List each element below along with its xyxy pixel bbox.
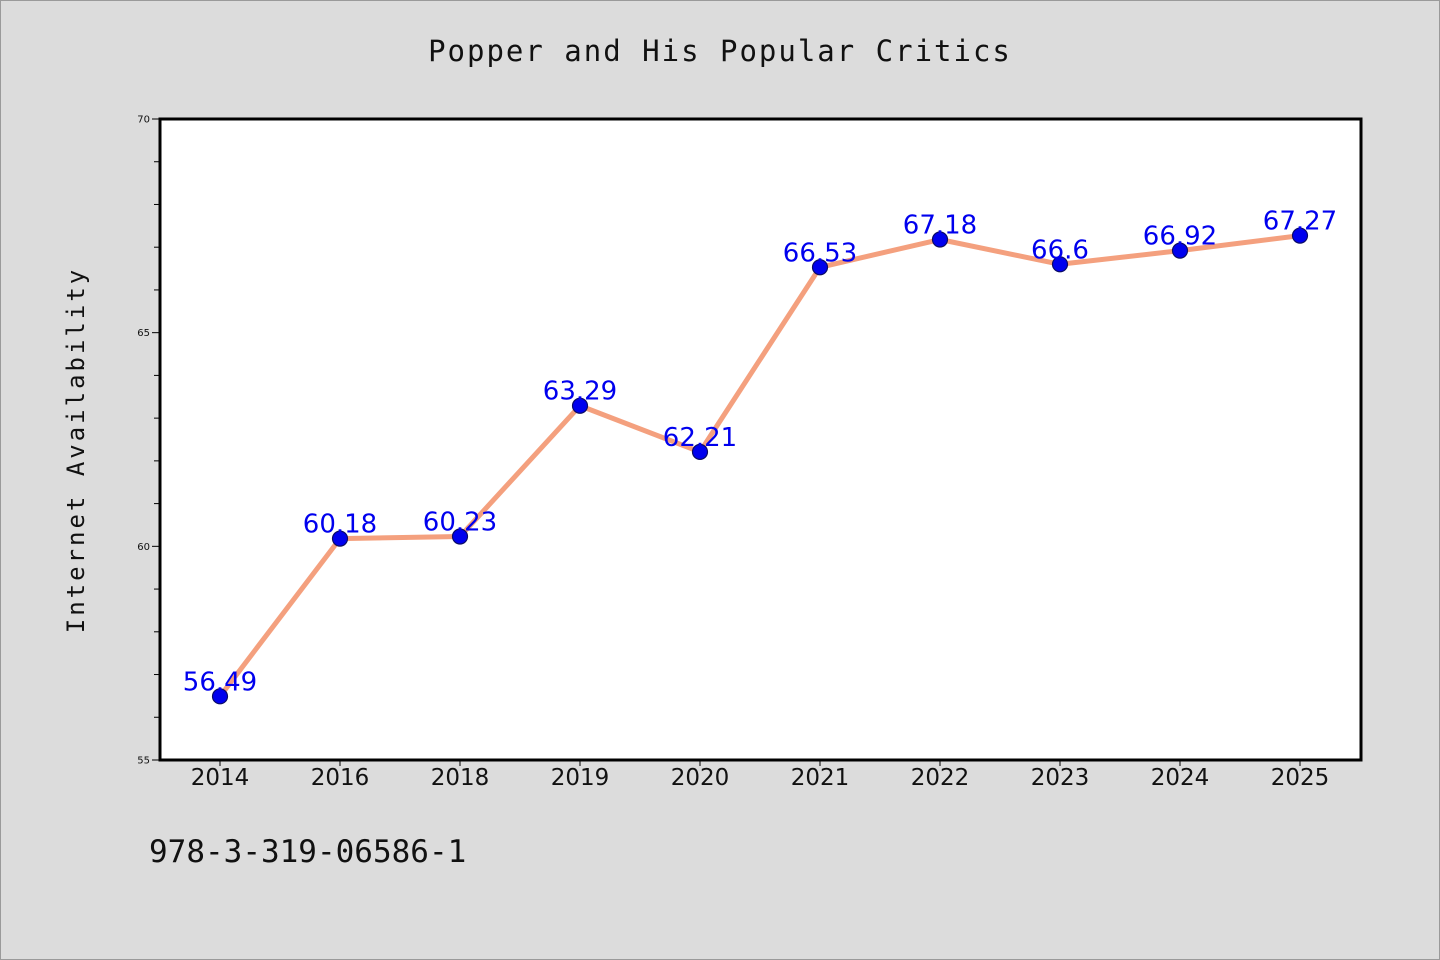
data-point-marker	[811, 259, 829, 276]
x-tick-label: 2018	[431, 765, 490, 791]
data-label: 67.18	[903, 211, 977, 241]
data-point-marker	[1291, 227, 1309, 244]
x-axis: 2014 2016 2018 2019 2020 2021 2022 2023 2024 2025	[191, 760, 1330, 791]
series-line	[217, 233, 1303, 699]
y-tick-label: 55	[137, 756, 150, 767]
x-tick-label: 2016	[311, 765, 370, 791]
data-point-marker	[331, 530, 349, 547]
data-point-marker	[1171, 242, 1189, 259]
data-label: 56.49	[183, 667, 257, 697]
data-point-marker	[691, 443, 709, 460]
x-tick-label: 2021	[791, 765, 850, 791]
x-tick-label: 2023	[1031, 765, 1090, 791]
y-tick-label: 60	[137, 542, 150, 553]
data-point-marker	[451, 528, 469, 545]
data-label: 66.92	[1143, 222, 1217, 252]
isbn-footer-text: 978-3-319-06586-1	[149, 834, 467, 870]
x-tick-label: 2025	[1271, 765, 1330, 791]
chart-title: Popper and His Popular Critics	[428, 34, 1012, 68]
data-point-marker	[1051, 256, 1069, 273]
y-tick-label: 65	[137, 328, 150, 339]
x-tick-label: 2022	[911, 765, 970, 791]
data-point-marker	[211, 688, 229, 705]
x-tick-label: 2014	[191, 765, 250, 791]
data-label: 60.23	[423, 508, 497, 538]
data-label: 66.6	[1031, 235, 1089, 265]
data-label: 67.27	[1263, 207, 1337, 237]
y-axis: 55 60 65 70	[137, 115, 160, 767]
data-point-marker	[571, 397, 589, 414]
data-label: 60.18	[303, 510, 377, 540]
data-label: 62.21	[663, 423, 737, 453]
series-group	[211, 227, 1309, 705]
x-tick-label: 2019	[551, 765, 610, 791]
data-label-group: 56.49 60.18 60.23 63.29 62.21 66.53 67.18 66.6 6…	[183, 207, 1337, 698]
y-tick-label: 70	[137, 115, 150, 126]
x-tick-label: 2024	[1151, 765, 1210, 791]
data-label: 66.53	[783, 238, 857, 268]
data-point-marker	[931, 231, 949, 248]
plot-area	[158, 117, 1363, 762]
data-label: 63.29	[543, 377, 617, 407]
x-tick-label: 2020	[671, 765, 730, 791]
